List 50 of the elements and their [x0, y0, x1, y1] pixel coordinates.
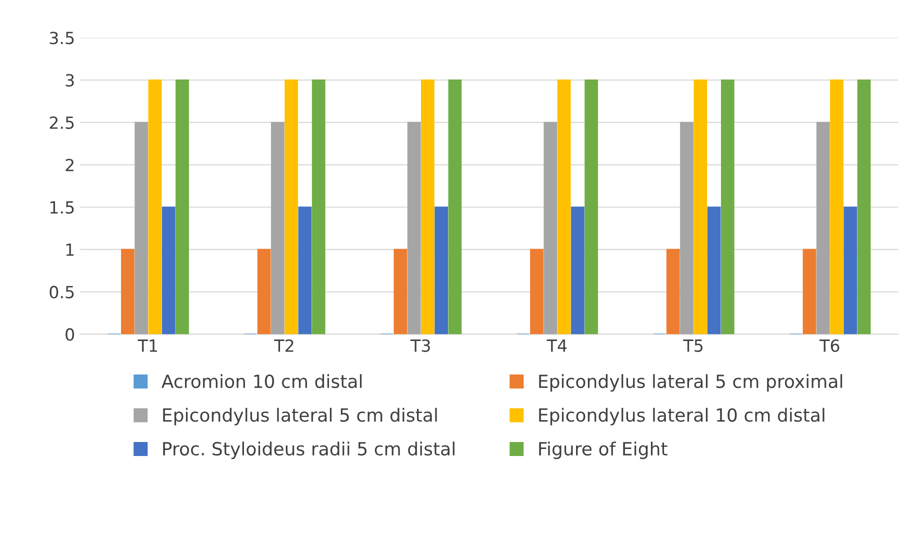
y-tick-label: 0 [66, 328, 74, 341]
x-tick-label: T4 [546, 340, 567, 352]
y-tick-label: 3.5 [50, 32, 74, 44]
y-tick-label: 1.5 [50, 201, 74, 214]
legend-label: Epicondylus lateral 10 cm distal [539, 408, 824, 426]
bar [530, 248, 544, 334]
x-tick-label: T6 [819, 339, 840, 352]
legend-label: Acromion 10 cm distal [162, 374, 362, 388]
bar [844, 206, 858, 334]
bar [720, 80, 734, 334]
bar [176, 80, 189, 334]
bar [584, 80, 598, 334]
legend-label: Epicondylus lateral 5 cm distal [163, 408, 437, 426]
bar [162, 206, 176, 334]
bar [666, 248, 680, 334]
bar [544, 122, 558, 334]
y-tick-label: 0.5 [50, 286, 74, 298]
bar [407, 122, 421, 334]
bar [570, 206, 584, 334]
bar [148, 80, 162, 334]
bar [284, 80, 298, 334]
x-tick-label: T3 [410, 339, 430, 352]
x-tick-label: T5 [683, 340, 703, 352]
bar [857, 80, 871, 334]
legend-label: Proc. Styloideus radii 5 cm distal [163, 442, 454, 460]
bar [298, 206, 312, 334]
bar [680, 122, 694, 334]
bar [312, 80, 326, 334]
bar [134, 122, 148, 334]
bar [434, 206, 448, 334]
bar [830, 80, 844, 334]
x-tick-label: T1 [138, 340, 158, 352]
legend-label: Figure of Eight [539, 442, 668, 460]
bar [802, 248, 816, 334]
y-tick-label: 2.5 [50, 116, 74, 129]
bar [121, 248, 134, 334]
y-tick-label: 3 [66, 74, 74, 87]
bar [420, 80, 434, 334]
bar [557, 80, 571, 334]
bar [394, 248, 408, 334]
x-tick-label: T2 [274, 339, 294, 352]
bar [816, 122, 830, 334]
bar [257, 248, 271, 334]
legend-label: Epicondylus lateral 5 cm proximal [539, 374, 842, 392]
y-tick-label: 2 [66, 158, 74, 172]
y-tick-label: 1 [66, 244, 74, 256]
bar [694, 80, 708, 334]
bar [707, 206, 721, 334]
bar [271, 122, 284, 334]
bar [448, 80, 462, 334]
